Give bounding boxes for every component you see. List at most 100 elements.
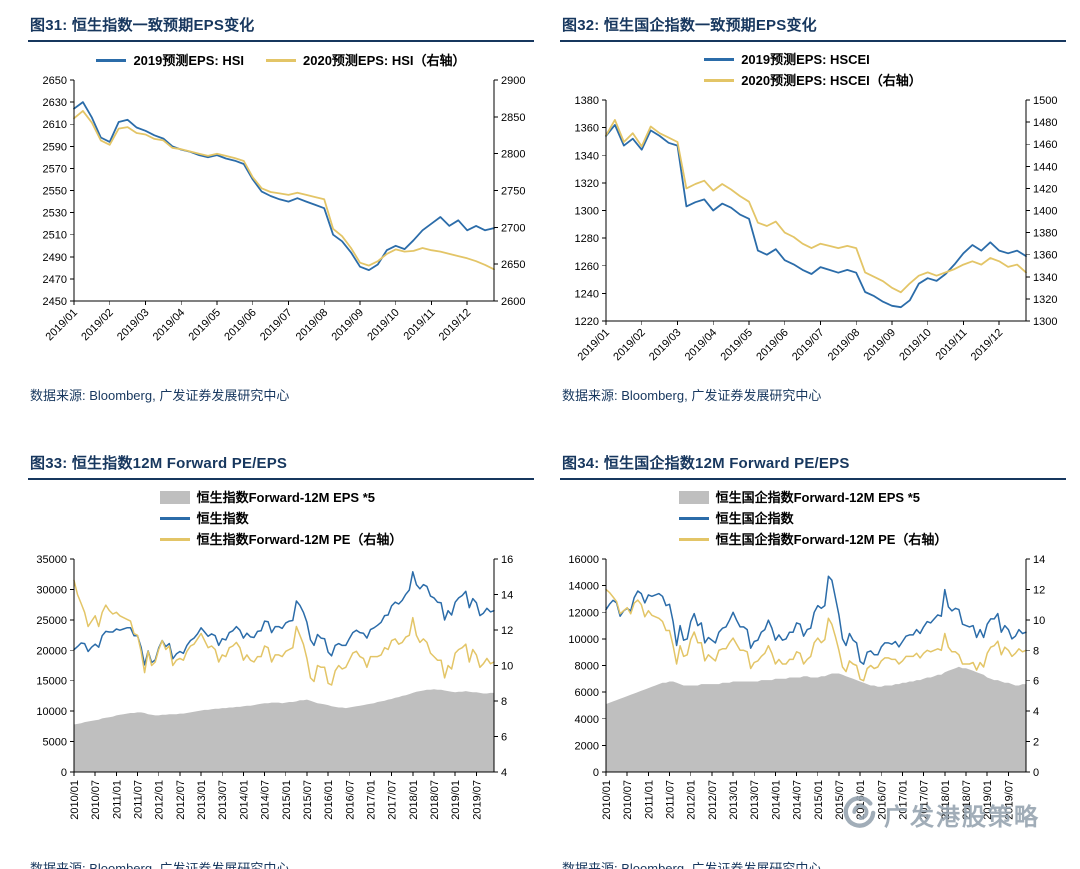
- x-axis-tick-label: 2019/03: [115, 307, 152, 344]
- figure-title-text: 图34: 恒生国企指数12M Forward PE/EPS: [562, 455, 850, 472]
- x-axis-tick-label: 2019/12: [437, 307, 474, 344]
- x-axis-tick-label: 2019/06: [222, 307, 259, 344]
- legend-row: 恒生国企指数Forward-12M EPS *5: [678, 487, 948, 508]
- figure-31-plot: 2450 2470 2490 2510 2530 2550 2570 2590 2610 2630…: [28, 73, 534, 361]
- figure-34-plot: 0 2000 4000 6000 8000 10000 12000 14000 16000 0 2 4…: [560, 552, 1066, 854]
- x-axis-tick-label: 2019/10: [897, 327, 934, 364]
- line-series: [73, 579, 495, 686]
- x-axis-tick-label: 2019/11: [934, 327, 970, 363]
- x-axis-tick-label: 2016/01: [323, 780, 335, 820]
- figure-32: 图32: 恒生国企指数一致预期EPS变化 2019预测EPS: HSCEI 202…: [560, 8, 1066, 406]
- legend-item: 2019预测EPS: HSI: [96, 50, 244, 71]
- x-axis-tick-label: 2012/07: [707, 780, 719, 820]
- legend-line-swatch: [704, 79, 735, 82]
- line-series: [605, 123, 1027, 309]
- left-axis-tick-label: 6000: [575, 687, 599, 699]
- left-axis-tick-label: 1220: [575, 316, 599, 328]
- left-axis-tick-label: 4000: [575, 714, 599, 726]
- right-axis-tick-label: 1340: [1033, 272, 1057, 284]
- right-axis-tick-label: 1420: [1033, 183, 1057, 195]
- x-axis-tick-label: 2011/01: [111, 780, 123, 819]
- right-axis-tick-label: 2750: [501, 186, 525, 198]
- left-axis-tick-label: 30000: [36, 584, 67, 596]
- x-axis-tick-label: 2019/03: [647, 327, 684, 364]
- left-axis-tick-label: 2610: [43, 119, 67, 131]
- x-axis-tick-label: 2018/07: [429, 780, 441, 820]
- x-axis-tick-label: 2015/07: [302, 780, 314, 820]
- legend-label: 恒生国企指数: [715, 511, 794, 526]
- figure-32-source: 数据来源: Bloomberg, 广发证券发展研究中心: [562, 388, 822, 403]
- figure-34: 图34: 恒生国企指数12M Forward PE/EPS 恒生国企指数Forw…: [560, 446, 1066, 869]
- legend-line-swatch: [159, 517, 190, 520]
- right-axis-tick-label: 1400: [1033, 206, 1057, 218]
- figure-31-title: 图31: 恒生指数一致预期EPS变化: [28, 8, 534, 42]
- right-axis-tick-label: 2: [1033, 737, 1039, 749]
- right-axis-tick-label: 1480: [1033, 117, 1057, 129]
- legend-item: 恒生指数Forward-12M PE（右轴）: [159, 529, 402, 550]
- figure-34-title: 图34: 恒生国企指数12M Forward PE/EPS: [560, 446, 1066, 480]
- x-axis-tick-label: 2019/02: [611, 327, 648, 364]
- x-axis-tick-label: 2019/01: [450, 780, 462, 820]
- left-axis-tick-label: 25000: [36, 615, 67, 627]
- right-axis-tick-label: 2650: [501, 259, 525, 271]
- x-axis-tick-label: 2018/01: [408, 780, 420, 820]
- legend-label: 2020预测EPS: HSI（右轴）: [303, 53, 466, 68]
- right-axis-tick-label: 12: [501, 625, 513, 637]
- figure-33: 图33: 恒生指数12M Forward PE/EPS 恒生指数Forward-…: [28, 446, 534, 869]
- right-axis-tick-label: 0: [1033, 767, 1039, 779]
- right-axis-tick-label: 16: [501, 554, 513, 566]
- figure-34-source: 数据来源: Bloomberg, 广发证券发展研究中心: [562, 861, 822, 869]
- right-axis-tick-label: 1500: [1033, 95, 1057, 107]
- x-axis-tick-label: 2011/01: [643, 780, 655, 819]
- x-axis-tick-label: 2013/07: [749, 780, 761, 820]
- x-axis-tick-label: 2010/07: [622, 780, 634, 820]
- left-axis-tick-label: 1340: [575, 150, 599, 162]
- line-series: [605, 588, 1027, 682]
- left-axis-tick-label: 1300: [575, 206, 599, 218]
- legend-line-swatch: [678, 538, 709, 541]
- figure-title-text: 图31: 恒生指数一致预期EPS变化: [30, 17, 255, 34]
- legend-line-swatch: [678, 517, 709, 520]
- legend-box: 2019预测EPS: HSCEI 2020预测EPS: HSCEI（右轴）: [704, 49, 922, 91]
- left-axis-tick-label: 10000: [568, 634, 599, 646]
- line-series: [73, 571, 495, 666]
- right-axis-tick-label: 1360: [1033, 250, 1057, 262]
- legend-item: 恒生国企指数: [678, 508, 794, 529]
- left-axis-tick-label: 12000: [568, 607, 599, 619]
- figure-title-text: 图33: 恒生指数12M Forward PE/EPS: [30, 455, 288, 472]
- legend-item: 恒生指数Forward-12M EPS *5: [159, 487, 375, 508]
- legend-label: 2019预测EPS: HSI: [133, 53, 244, 68]
- legend-label: 恒生指数: [196, 511, 249, 526]
- legend-label: 恒生国企指数Forward-12M EPS *5: [715, 490, 920, 505]
- x-axis-tick-label: 2019/09: [861, 327, 898, 364]
- legend-label: 2019预测EPS: HSCEI: [741, 52, 870, 67]
- left-axis-tick-label: 8000: [575, 661, 599, 673]
- x-axis-tick-label: 2014/01: [238, 780, 250, 820]
- figure-31: 图31: 恒生指数一致预期EPS变化 2019预测EPS: HSI 2020预测E…: [28, 8, 534, 406]
- legend-row: 恒生国企指数: [678, 508, 948, 529]
- x-axis-tick-label: 2015/01: [813, 780, 825, 820]
- x-axis-tick-label: 2017/07: [919, 780, 931, 820]
- x-axis-tick-label: 2019/08: [826, 327, 863, 364]
- x-axis-tick-label: 2019/01: [576, 327, 613, 364]
- right-axis-tick-label: 8: [501, 696, 507, 708]
- x-axis-tick-label: 2018/01: [940, 780, 952, 820]
- figure-33-title: 图33: 恒生指数12M Forward PE/EPS: [28, 446, 534, 480]
- legend-row: 2020预测EPS: HSCEI（右轴）: [704, 70, 922, 91]
- x-axis-tick-label: 2010/01: [69, 780, 81, 820]
- left-axis-tick-label: 14000: [568, 581, 599, 593]
- legend-area-swatch: [678, 491, 709, 504]
- legend-line-swatch: [159, 538, 190, 541]
- legend-item: 恒生指数: [159, 508, 249, 529]
- x-axis-tick-label: 2019/05: [186, 307, 223, 344]
- left-axis-tick-label: 1380: [575, 95, 599, 107]
- x-axis-tick-label: 2012/01: [686, 780, 698, 820]
- x-axis-tick-label: 2013/01: [196, 780, 208, 820]
- left-axis-tick-label: 16000: [568, 554, 599, 566]
- left-axis-tick-label: 2570: [43, 163, 67, 175]
- legend-box: 2019预测EPS: HSI 2020预测EPS: HSI（右轴）: [96, 50, 466, 71]
- legend-box: 恒生指数Forward-12M EPS *5 恒生指数恒生指数Forward-12…: [159, 487, 402, 550]
- legend-row: 恒生国企指数Forward-12M PE（右轴）: [678, 529, 947, 550]
- chart-canvas: 0 2000 4000 6000 8000 10000 12000 14000 16000 0 2 4…: [568, 554, 1045, 820]
